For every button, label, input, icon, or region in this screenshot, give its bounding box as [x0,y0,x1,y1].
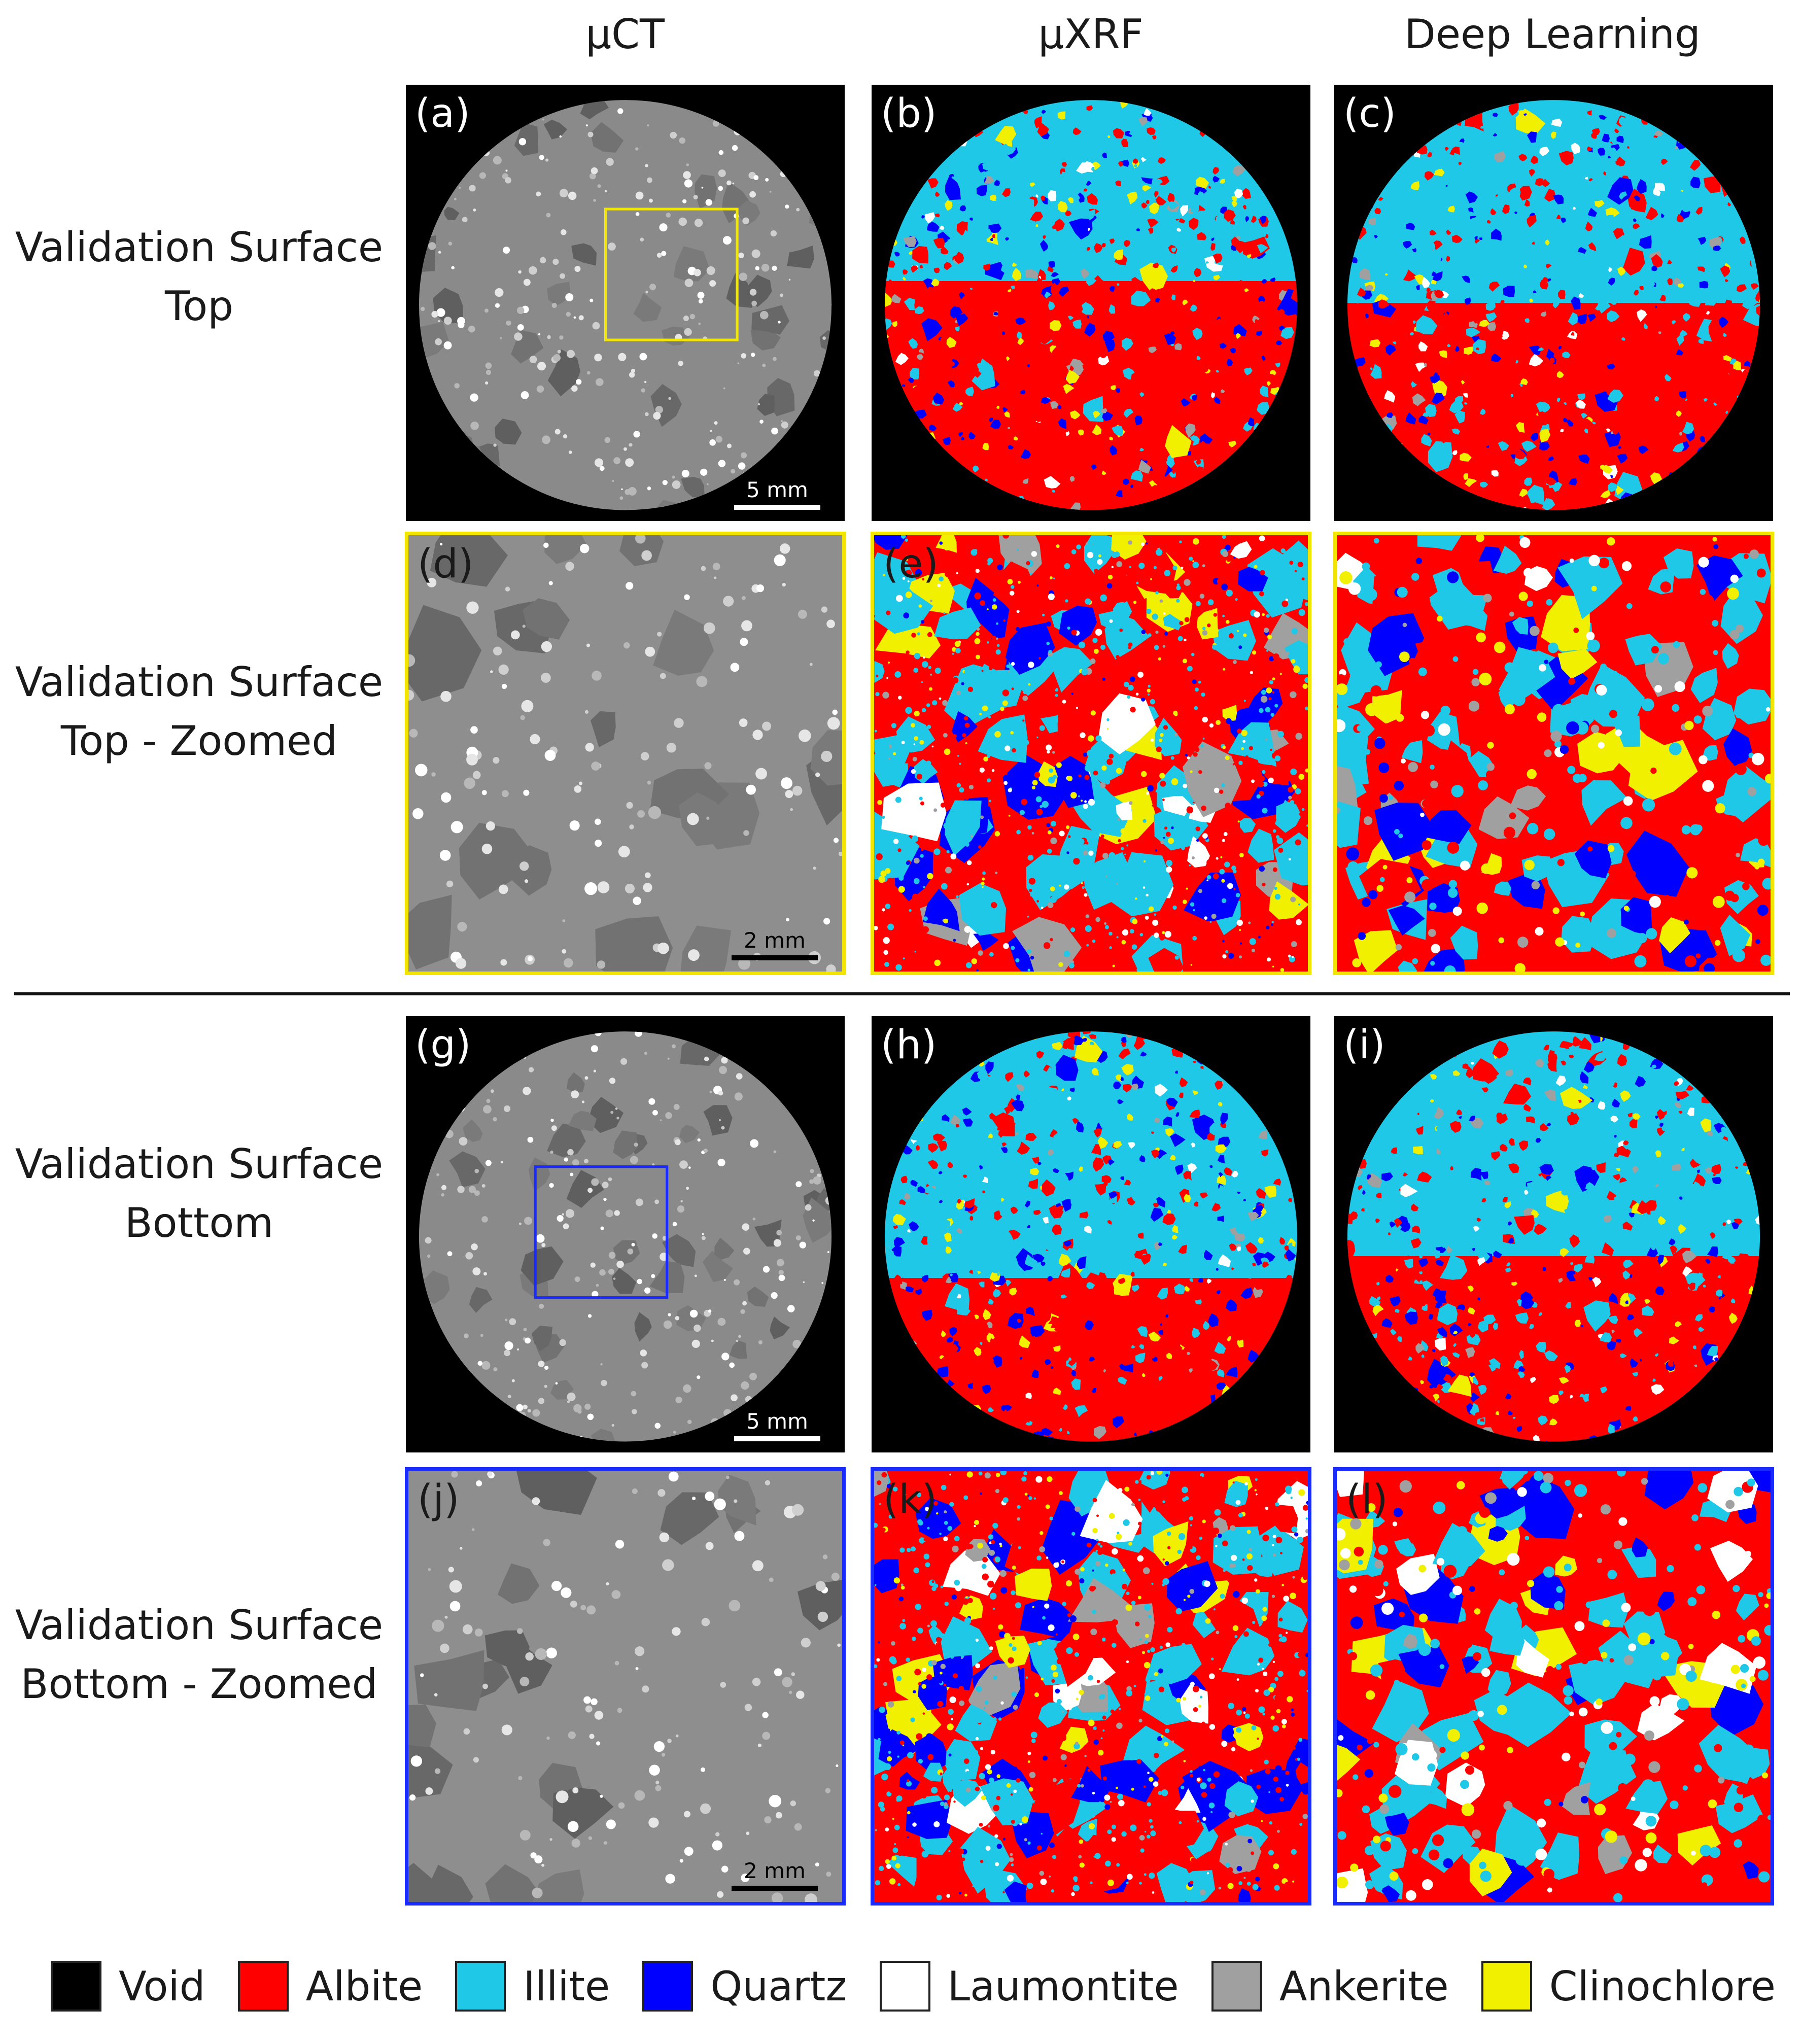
legend-swatch [1481,1961,1532,2012]
scale-bar-label: 5 mm [746,477,808,502]
panel-e-uxrf-top-zoomed: (e) [871,532,1311,975]
column-header-uct: µCT [585,11,665,58]
legend-item-albite: Albite [237,1961,423,2012]
uct-top-image [406,85,845,521]
panel-label-b: (b) [881,91,937,136]
scale-bar-label: 5 mm [746,1408,808,1434]
panel-i-deep-learning-bottom: (i) [1334,1016,1773,1452]
row-label-bottom-zoomed: Validation Surface Bottom - Zoomed [10,1596,388,1714]
legend-label: Laumontite [947,1962,1179,2010]
panel-c-deep-learning-top: (c) [1334,85,1773,521]
scale-bar-5mm-bottom: 5 mm [734,1408,820,1441]
panel-label-e: (e) [883,541,939,587]
mineral-legend: Void Albite Illite Quartz Laumontite Ank… [51,1956,1776,2017]
row-label-bottom: Validation Surface Bottom [10,1135,388,1253]
legend-item-void: Void [51,1961,205,2012]
column-header-deep-learning: Deep Learning [1404,11,1701,58]
row-label-bottom-zoomed-line2: Bottom - Zoomed [20,1660,378,1708]
uxrf-bottom-map [872,1016,1310,1452]
column-header-uxrf: µXRF [1038,11,1143,58]
uxrf-top-zoomed-map [874,535,1308,972]
panel-b-uxrf-top: (b) [872,85,1310,521]
legend-label: Clinochlore [1549,1962,1776,2010]
deep-learning-bottom-map [1334,1016,1773,1452]
panel-k-uxrf-bottom-zoomed: (k) [871,1467,1311,1906]
panel-label-a: (a) [415,91,470,136]
panel-label-c: (c) [1343,91,1396,136]
deep-learning-top-zoomed-map [1337,535,1771,972]
row-label-top-line2: Top [165,283,233,330]
uct-bottom-zoomed-image [408,1471,842,1902]
panel-label-k: (k) [883,1477,938,1522]
legend-swatch [642,1961,694,2012]
uxrf-bottom-zoomed-map [874,1471,1308,1902]
legend-swatch [455,1961,506,2012]
panel-label-g: (g) [415,1022,471,1068]
legend-swatch [1211,1961,1262,2012]
panel-label-j: (j) [418,1477,460,1522]
row-label-bottom-zoomed-line1: Validation Surface [15,1602,384,1649]
row-label-top-zoomed-line1: Validation Surface [15,659,384,706]
panel-f-deep-learning-top-zoomed [1333,532,1774,975]
scale-bar-2mm-top: 2 mm [732,927,818,960]
panel-label-d: (d) [418,541,474,587]
legend-swatch [879,1961,930,2012]
panel-g-uct-bottom: (g) 5 mm [406,1016,845,1452]
row-label-top: Validation Surface Top [10,218,388,336]
legend-item-laumontite: Laumontite [879,1961,1179,2012]
legend-swatch [237,1961,289,2012]
legend-label: Quartz [710,1962,847,2010]
uct-bottom-image [406,1016,845,1452]
panel-l-deep-learning-bottom-zoomed: (l) [1333,1467,1774,1906]
panel-h-uxrf-bottom: (h) [872,1016,1310,1452]
panel-label-l: (l) [1346,1477,1388,1522]
deep-learning-bottom-zoomed-map [1337,1471,1771,1902]
legend-label: Illite [523,1962,610,2010]
roi-box-yellow [604,207,739,341]
row-label-top-zoomed-line2: Top - Zoomed [60,717,338,765]
uct-top-zoomed-image [408,535,842,972]
panel-label-i: (i) [1343,1022,1385,1068]
row-label-bottom-line1: Validation Surface [15,1140,384,1188]
legend-item-illite: Illite [455,1961,610,2012]
legend-item-ankerite: Ankerite [1211,1961,1449,2012]
panel-a-uct-top: (a) 5 mm [406,85,845,521]
panel-d-uct-top-zoomed: (d) 2 mm [405,532,846,975]
row-label-bottom-line2: Bottom [124,1199,274,1246]
panel-j-uct-bottom-zoomed: (j) 2 mm [405,1467,846,1906]
legend-label: Void [119,1962,205,2010]
section-divider [14,992,1790,995]
deep-learning-top-map [1334,85,1773,521]
scale-bar-label: 2 mm [744,1858,806,1883]
legend-swatch [51,1961,101,2012]
row-label-top-line1: Validation Surface [15,224,384,271]
scale-bar-label: 2 mm [744,927,806,953]
uxrf-top-map [872,85,1310,521]
legend-item-quartz: Quartz [642,1961,847,2012]
scale-bar-5mm-top: 5 mm [734,478,820,510]
roi-box-blue [534,1165,669,1299]
legend-item-clinochlore: Clinochlore [1481,1961,1776,2012]
row-label-top-zoomed: Validation Surface Top - Zoomed [10,653,388,771]
legend-label: Albite [305,1962,423,2010]
panel-label-h: (h) [881,1022,937,1068]
scale-bar-2mm-bottom: 2 mm [732,1859,818,1891]
legend-label: Ankerite [1279,1962,1449,2010]
